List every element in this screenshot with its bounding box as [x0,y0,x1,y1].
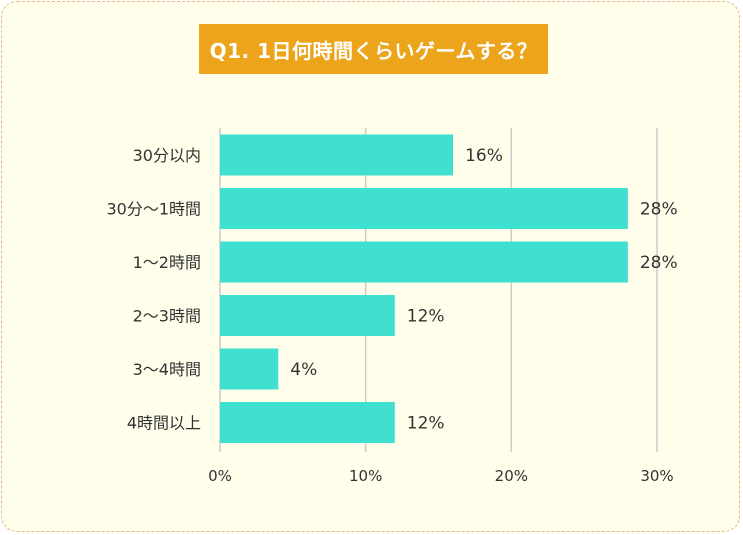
bar [220,402,395,443]
bar [220,348,279,390]
category-label: 3～4時間 [133,360,201,379]
x-tick-label: 10% [349,467,382,485]
category-label: 2～3時間 [133,307,201,326]
category-label: 1～2時間 [133,253,201,272]
category-label: 30分～1時間 [106,200,201,219]
value-label: 12% [407,414,445,434]
value-label: 4% [290,360,317,380]
bar [220,295,395,336]
category-label: 30分以内 [133,146,201,165]
bar [220,188,628,229]
x-tick-label: 30% [640,467,673,485]
bar [220,241,628,283]
x-tick-label: 20% [495,467,528,485]
value-label: 12% [407,307,445,327]
chart-title: Q1. 1日何時間くらいゲームする？ [199,24,548,74]
value-label: 28% [640,253,678,273]
bar [220,134,454,176]
value-label: 16% [465,146,503,166]
value-label: 28% [640,200,678,220]
x-tick-label: 0% [208,467,232,485]
category-label: 4時間以上 [127,414,201,433]
